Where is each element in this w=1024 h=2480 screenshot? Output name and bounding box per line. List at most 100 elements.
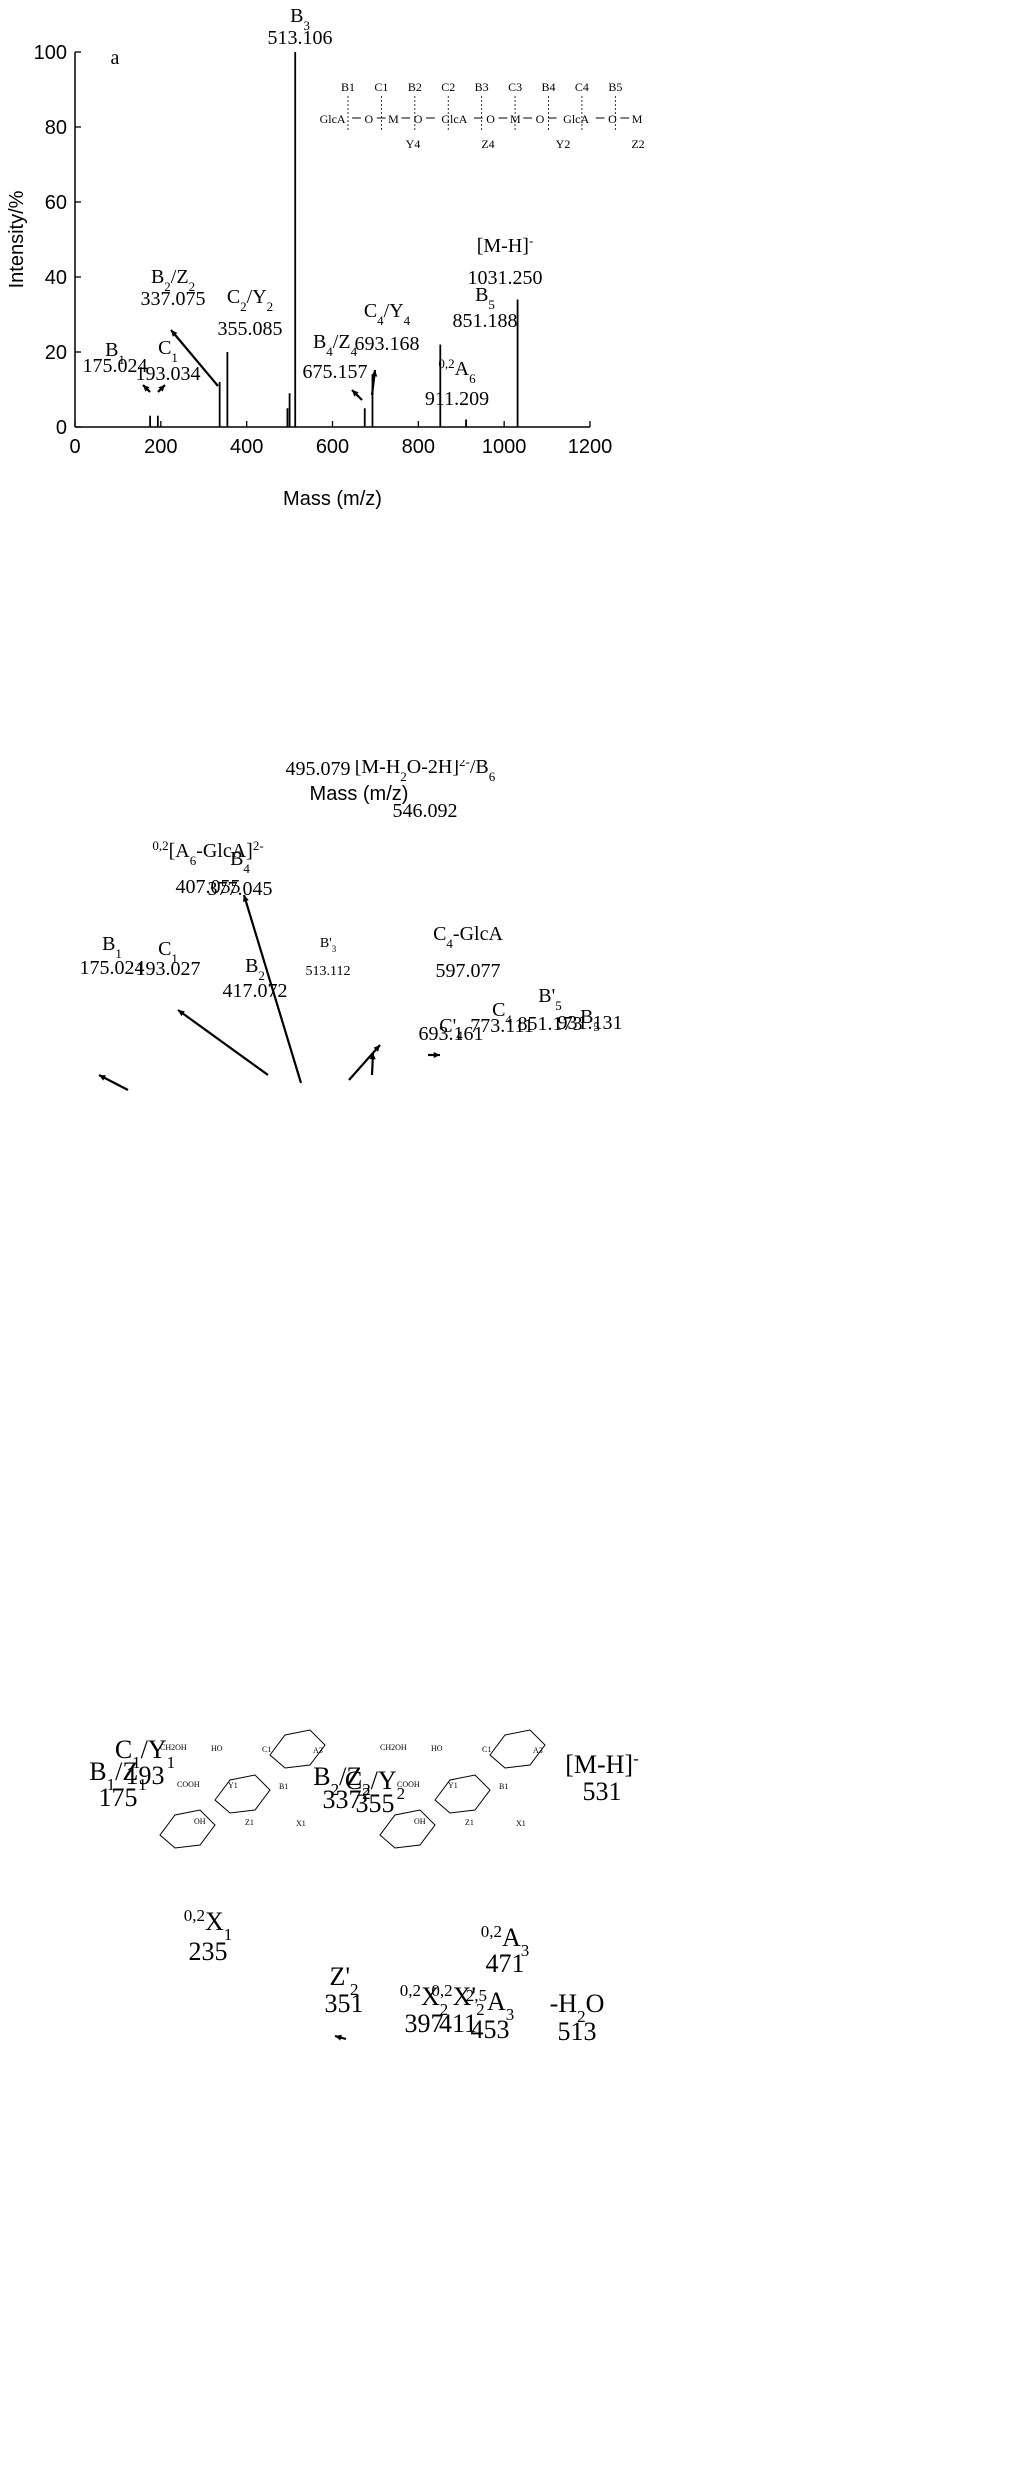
structure-label: CH2OH [380,1743,407,1752]
peak-value-label: 175.024 [83,355,148,377]
y-axis-title: Intensity/% [6,190,28,288]
x-tick-label: 800 [402,436,435,458]
fragment-arrowhead [369,1053,376,1060]
structure-label: HO [431,1744,443,1753]
scheme-residue: M [632,112,643,126]
peak-ion-label: [M-H2O-2H]2-/B6 [355,760,496,784]
scheme-residue: O [486,112,495,126]
structure-label: HO [211,1744,223,1753]
peak-ion-label: C1 [158,938,178,966]
fragment-arrowhead [371,370,378,377]
peak-value-label: 175.024 [80,957,145,979]
peak-ion-label: B1/Z1 [89,1757,146,1794]
scheme-residue: M [388,112,399,126]
structure-label: C1 [482,1745,491,1754]
peak-ion-label: B1 [105,339,125,367]
peak-value-label: 531 [583,1777,622,1806]
peak-ion-label: B5 [475,284,495,312]
peak-value-label: 597.077 [436,960,501,982]
peak-value-label: 355 [356,1789,395,1818]
peak-ion-label: C4/Y4 [364,300,411,328]
peak-value-label: 235 [189,1937,228,1966]
fragment-arrowhead [335,2034,342,2041]
peak-ion-label: B3 [290,5,310,33]
x-tick-label: 600 [316,436,349,458]
sugar-ring [489,1729,546,1769]
peak-ion-label: Z'2 [329,1962,358,1999]
structure-label: COOH [177,1780,200,1789]
peak-value-label: 513.112 [306,964,351,979]
peak-value-label: 453 [471,2015,510,2044]
peak-ion-label: C4-GlcA [433,923,503,951]
scheme-cleavage-label: C1 [374,80,388,94]
structure-label: COOH [397,1780,420,1789]
scheme-cleavage-label: C4 [575,80,589,94]
peak-value-label: 471 [486,1949,525,1978]
fragment-arrowhead [433,1051,440,1059]
peak-value-label: 911.209 [425,388,489,410]
y-tick-label: 20 [45,342,67,364]
peak-value-label: 513 [558,2017,597,2046]
scheme-cleavage-label: B4 [541,80,555,94]
scheme-residue: O [608,112,617,126]
peak-ion-label: B4 [230,848,250,876]
peak-value-label: 513.106 [268,27,333,49]
sugar-ring [214,1774,271,1814]
sugar-ring [269,1729,326,1769]
scheme-residue: GlcA [563,112,589,126]
peak-value-label: 851.173 [518,1013,583,1035]
structure-label: Y1 [448,1781,458,1790]
fragment-arrow [170,329,219,387]
panel-label: a [111,47,120,69]
fragment-arrow [242,894,303,1084]
x-tick-label: 1200 [568,436,613,458]
x-tick-label: 400 [230,436,263,458]
peak-value-label: 337 [323,1785,362,1814]
structure-label: CH2OH [160,1743,187,1752]
peak-value-label: 931.131 [558,1012,623,1034]
x-axis-title: Mass (m/z) [283,488,382,510]
peak-value-label: 851.188 [453,310,518,332]
scheme-residue: O [364,112,373,126]
peak-value-label: 351 [325,1989,364,2018]
y-tick-label: 40 [45,267,67,289]
sugar-ring [379,1809,436,1849]
structure-drawing: CH2OH COOH OH HO Y1 Z1 C1 B1 X1 A3 [379,1729,546,1849]
peak-value-label: 546.092 [393,800,458,822]
peak-ion-label: C1/Y1 [115,1735,175,1772]
scheme-residue: GlcA [441,112,467,126]
scheme-residue: M [510,112,521,126]
peak-ion-label: B'5 [538,985,561,1013]
peak-value-label: 377.045 [208,878,273,900]
peak-ion-label: [M-H]- [565,1749,639,1780]
scheme-residue: O [414,112,423,126]
peak-ion-label: -H2O [550,1989,605,2026]
peak-value-label: 1031.250 [468,267,543,289]
fragment-arrowhead [373,1045,380,1052]
peak-value-label: 417.072 [223,980,288,1002]
y-tick-label: 80 [45,117,67,139]
x-tick-label: 0 [69,436,80,458]
peak-ion-label: B2/Z2 [313,1762,370,1799]
peak-ion-label: B'3 [320,936,337,954]
sugar-ring [434,1774,491,1814]
scheme-cleavage-label: Z2 [631,137,644,151]
scheme-residue: O [536,112,545,126]
scheme-cleavage-label: B5 [608,80,622,94]
peak-ion-label: B5 [580,1006,600,1034]
peak-value-label: 397 [405,2009,444,2038]
scheme-cleavage-label: Y4 [406,137,421,151]
scheme-cleavage-label: B1 [341,80,355,94]
y-tick-label: 100 [34,42,67,64]
structure-label: A3 [313,1746,323,1755]
peak-ion-label: 0,2A3 [481,1922,530,1960]
sugar-ring [159,1809,216,1849]
peak-ion-label: B1 [102,933,122,961]
peak-value-label: 337.075 [141,288,206,310]
fragment-arrowhead [171,330,178,337]
structure-label: Y1 [228,1781,238,1790]
y-tick-label: 0 [56,417,67,439]
peak-value-label: 675.157 [303,361,368,383]
peak-value-label: 693.168 [355,333,420,355]
